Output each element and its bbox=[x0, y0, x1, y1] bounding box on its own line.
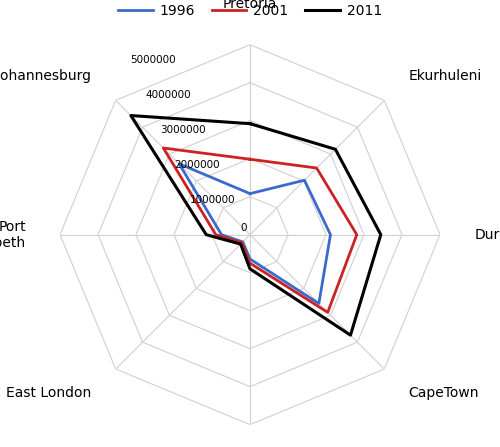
1996 bbox=[218, 232, 224, 237]
2001 bbox=[247, 156, 253, 162]
Text: 4000000: 4000000 bbox=[145, 90, 190, 100]
1996 bbox=[316, 301, 322, 306]
Legend: 1996, 2001, 2011: 1996, 2001, 2011 bbox=[112, 0, 388, 24]
Text: Durban: Durban bbox=[474, 228, 500, 242]
2001 bbox=[247, 156, 253, 162]
2011 bbox=[203, 232, 209, 237]
2011 bbox=[247, 266, 253, 271]
Text: 1000000: 1000000 bbox=[190, 195, 235, 205]
Line: 2001: 2001 bbox=[164, 148, 357, 312]
Text: Port
Elizabeth: Port Elizabeth bbox=[0, 219, 26, 250]
1996 bbox=[176, 161, 182, 166]
Line: 1996: 1996 bbox=[179, 164, 330, 304]
Text: Pretoria: Pretoria bbox=[223, 0, 277, 11]
2001 bbox=[213, 232, 219, 237]
2011 bbox=[348, 333, 354, 338]
Text: 2000000: 2000000 bbox=[174, 160, 220, 170]
2001 bbox=[247, 261, 253, 266]
2011 bbox=[128, 113, 134, 118]
Text: 3000000: 3000000 bbox=[160, 125, 206, 135]
Text: East London: East London bbox=[6, 386, 91, 400]
1996 bbox=[240, 239, 246, 245]
Text: CapeTown: CapeTown bbox=[408, 386, 479, 400]
1996 bbox=[328, 232, 334, 237]
2011 bbox=[247, 121, 253, 127]
2011 bbox=[247, 121, 253, 127]
2001 bbox=[324, 310, 330, 315]
1996 bbox=[247, 191, 253, 196]
2001 bbox=[160, 145, 166, 151]
2011 bbox=[378, 232, 384, 237]
2011 bbox=[332, 147, 338, 152]
Text: 5000000: 5000000 bbox=[130, 55, 176, 65]
Text: Ekurhuleni: Ekurhuleni bbox=[408, 69, 482, 83]
1996 bbox=[247, 256, 253, 261]
1996 bbox=[302, 177, 308, 183]
2001 bbox=[314, 165, 320, 171]
2011 bbox=[238, 241, 244, 247]
2001 bbox=[239, 240, 245, 245]
Text: Johannesburg: Johannesburg bbox=[0, 69, 92, 83]
Text: 0: 0 bbox=[240, 223, 247, 233]
2001 bbox=[354, 232, 360, 237]
Line: 2011: 2011 bbox=[131, 115, 381, 335]
1996 bbox=[247, 191, 253, 196]
